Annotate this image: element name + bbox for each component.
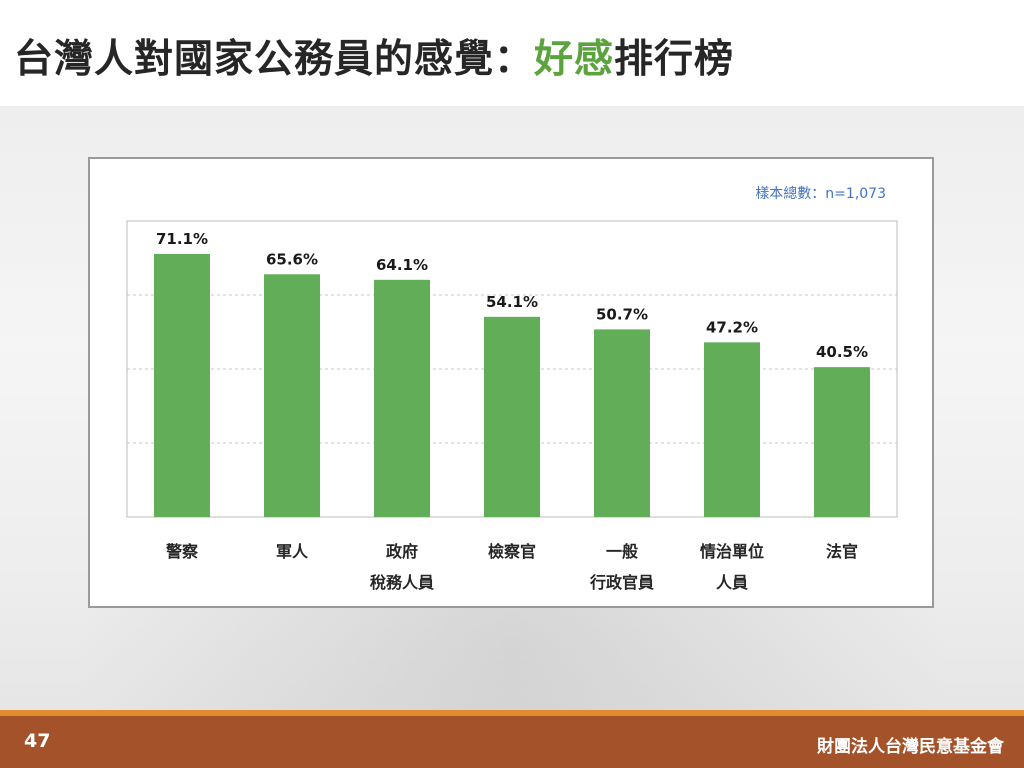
sample-size-note: 樣本總數：n=1,073 <box>755 185 886 202</box>
category-label: 人員 <box>716 573 748 592</box>
data-label: 40.5% <box>816 343 868 361</box>
data-label: 54.1% <box>486 293 538 311</box>
bar <box>704 342 760 517</box>
data-label: 71.1% <box>156 230 208 248</box>
category-label: 政府 <box>386 542 418 561</box>
organization-name: 財團法人台灣民意基金會 <box>817 737 1004 757</box>
data-label: 64.1% <box>376 256 428 274</box>
bar <box>814 367 870 517</box>
bar <box>484 316 540 517</box>
category-label: 軍人 <box>276 542 309 561</box>
chart-panel: 樣本總數：n=1,073 71.1% 65.6% 64.1% 54.1% 50.7% 47… <box>88 157 934 608</box>
bar <box>264 274 320 517</box>
data-label: 47.2% <box>706 318 758 336</box>
title-tail: 排行榜 <box>614 37 735 82</box>
category-label: 情治單位 <box>700 542 764 561</box>
category-label: 稅務人員 <box>370 573 434 592</box>
category-label: 法官 <box>826 542 858 561</box>
title-main: 台灣人對國家公務員的感覺： <box>14 37 535 82</box>
footer-divider <box>0 710 1024 716</box>
category-label: 檢察官 <box>488 542 536 561</box>
category-label: 警察 <box>165 542 199 561</box>
category-label: 一般 <box>606 542 638 561</box>
page-number: 47 <box>24 730 51 752</box>
bar-chart: 樣本總數：n=1,073 71.1% 65.6% 64.1% 54.1% 50.7% 47… <box>126 185 898 592</box>
data-label: 50.7% <box>596 305 648 323</box>
page-title: 台灣人對國家公務員的感覺：好感排行榜 <box>14 28 734 84</box>
title-accent: 好感 <box>534 37 615 82</box>
bar <box>594 329 650 517</box>
data-label: 65.6% <box>266 250 318 268</box>
bar <box>154 253 210 517</box>
footer-bar: 47 財團法人台灣民意基金會 <box>0 716 1024 768</box>
category-label: 行政官員 <box>589 573 654 592</box>
bar <box>374 279 430 517</box>
